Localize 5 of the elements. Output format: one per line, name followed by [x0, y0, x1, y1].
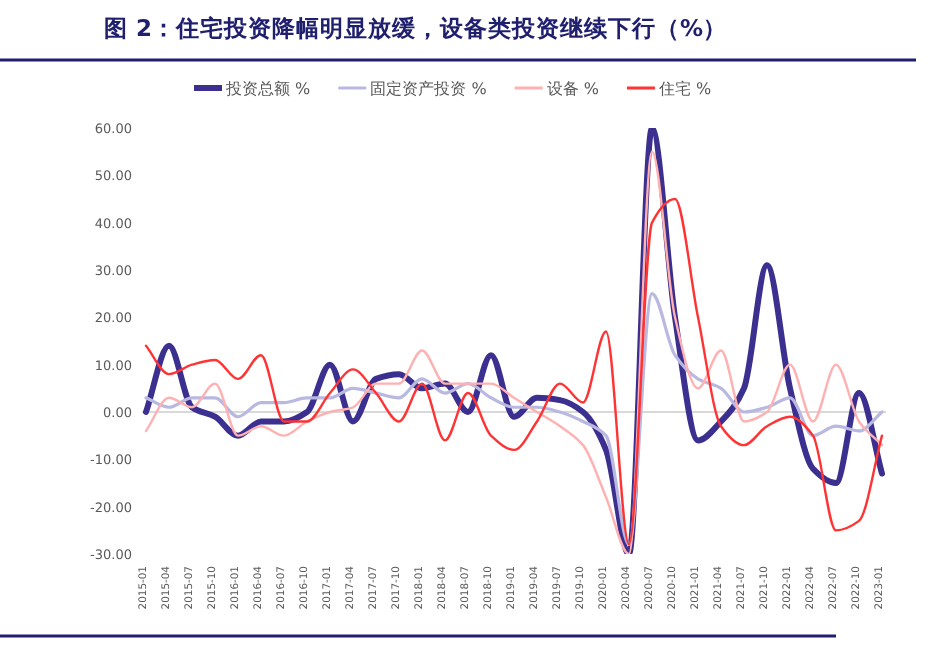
legend-label: 住宅 %	[658, 80, 713, 98]
legend-label: 固定资产投资 %	[370, 80, 488, 98]
title: 图 2：住宅投资降幅明显放缓，设备类投资继续下行（%）	[104, 14, 728, 42]
legend-label: 投资总额 %	[224, 80, 312, 98]
legend-label: 设备 %	[546, 80, 600, 98]
